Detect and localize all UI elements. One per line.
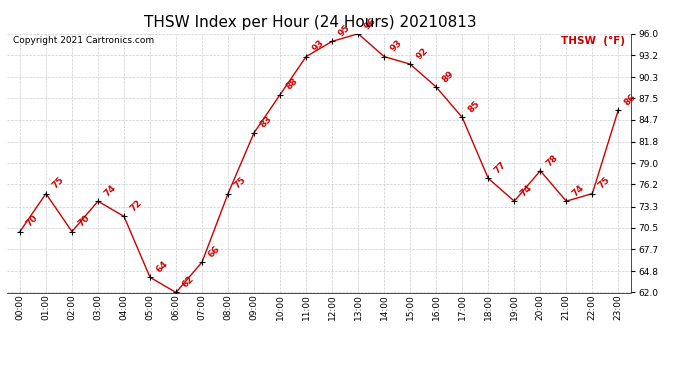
Text: 92: 92	[415, 46, 430, 62]
Text: 96: 96	[362, 16, 377, 31]
Text: 77: 77	[493, 160, 508, 176]
Text: 85: 85	[466, 99, 482, 115]
Text: 83: 83	[258, 115, 273, 130]
Text: 93: 93	[310, 39, 326, 54]
Text: 70: 70	[24, 214, 39, 229]
Text: 74: 74	[102, 183, 117, 198]
Text: 74: 74	[518, 183, 534, 198]
Text: Copyright 2021 Cartronics.com: Copyright 2021 Cartronics.com	[13, 36, 155, 45]
Text: 78: 78	[544, 153, 560, 168]
Text: 70: 70	[76, 214, 91, 229]
Text: 66: 66	[206, 244, 221, 259]
Text: 95: 95	[336, 23, 352, 39]
Text: 75: 75	[233, 176, 248, 191]
Text: 74: 74	[571, 183, 586, 198]
Text: 89: 89	[440, 69, 455, 84]
Text: 64: 64	[154, 259, 170, 274]
Text: 72: 72	[128, 198, 144, 214]
Text: THSW Index per Hour (24 Hours) 20210813: THSW Index per Hour (24 Hours) 20210813	[144, 15, 477, 30]
Text: THSW  (°F): THSW (°F)	[561, 36, 625, 46]
Text: 88: 88	[284, 76, 299, 92]
Text: 62: 62	[180, 274, 195, 290]
Text: 75: 75	[596, 176, 612, 191]
Text: 86: 86	[622, 92, 638, 107]
Text: 75: 75	[50, 176, 66, 191]
Text: 93: 93	[388, 39, 404, 54]
